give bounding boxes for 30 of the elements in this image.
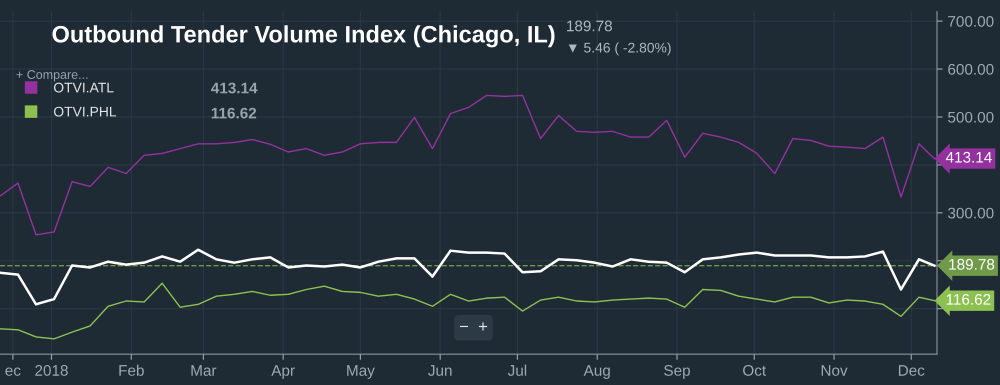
x-tick-label: Dec [898,365,924,376]
data-label: 116.62 [946,294,990,305]
annotation: ▼ 5.46 ( -2.80%) [568,42,671,56]
y-tick-label: 700.00 [948,16,994,27]
ref-line-label: 189.78 [949,258,994,270]
x-tick-label: Feb [119,364,144,376]
line-series [0,248,936,306]
x-tick-label: Oct [743,365,766,376]
x-tick-label: ec [5,367,21,376]
annotation: + Compare... [16,70,88,82]
x-tick-label: Mar [191,365,216,376]
x-tick-label: Jun [428,365,452,376]
x-tick-label: Sep [664,365,690,379]
text: Outbound Tender Volume Index (Chicago, IL) [52,25,555,48]
text: 116.62 [212,108,256,119]
annotation: 189.78 [567,20,612,32]
x-tick-label: Jul [508,364,526,376]
x-tick-label: 2018 [35,365,68,376]
x-tick-label: Apr [271,365,295,379]
legend-label: OTVI.PHL [54,106,116,117]
x-tick-label: Nov [822,365,848,376]
annotation: − + [460,322,488,331]
text: 413.14 [211,82,258,94]
data-label: 413.14 [946,152,992,163]
x-tick-label: May [347,365,375,379]
y-tick-label: 300.00 [948,208,994,219]
x-tick-label: Aug [584,365,610,379]
legend-label: OTVI.ATL [54,82,114,92]
y-tick-label: 600.00 [948,64,994,75]
y-tick-label: 500.00 [948,112,994,123]
